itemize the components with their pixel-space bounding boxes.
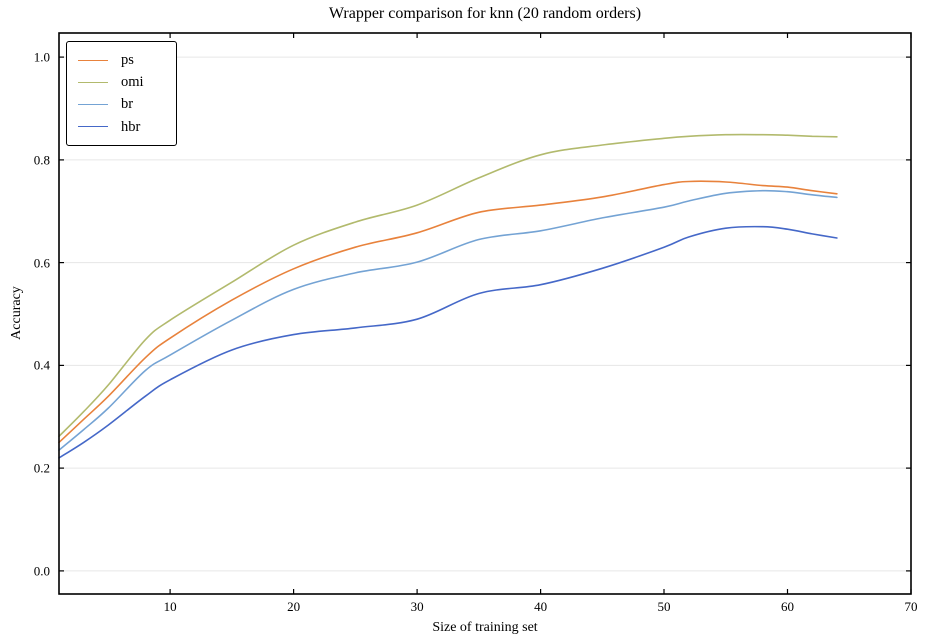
- series-line-hbr: [58, 225, 838, 459]
- x-tick-label: 60: [781, 599, 794, 614]
- series-line-ps: [58, 180, 838, 444]
- y-tick-label: 0.4: [33, 357, 50, 373]
- x-axis-label: Size of training set: [432, 620, 538, 635]
- x-tick-label: 10: [163, 599, 177, 614]
- y-tick-label: 1.0: [33, 49, 50, 65]
- series-line-br: [58, 189, 838, 451]
- plot-border: [58, 32, 912, 595]
- y-tick-label: 0.6: [33, 255, 50, 271]
- legend: ps omi br hbr: [66, 41, 177, 146]
- legend-label-hbr: hbr: [121, 118, 141, 135]
- legend-label-br: br: [121, 96, 134, 113]
- y-axis-label: Accuracy: [9, 286, 24, 340]
- legend-line-swatch-br: [78, 104, 108, 106]
- legend-item-ps: ps: [78, 50, 166, 70]
- legend-item-omi: omi: [78, 72, 166, 92]
- legend-line-swatch-omi: [78, 81, 108, 83]
- series-line-omi: [58, 133, 838, 438]
- y-tick-label: 0.2: [33, 460, 50, 476]
- legend-item-br: br: [78, 95, 166, 115]
- legend-line-swatch-hbr: [78, 126, 108, 128]
- x-tick-label: 40: [534, 599, 548, 614]
- x-tick-label: 20: [287, 599, 301, 614]
- x-tick-label: 30: [410, 599, 424, 614]
- y-tick-label: 0.8: [33, 152, 50, 168]
- chart-title: Wrapper comparison for knn (20 random or…: [328, 5, 642, 22]
- x-tick-label: 50: [657, 599, 671, 614]
- x-tick-label: 70: [904, 599, 918, 614]
- legend-line-swatch-ps: [78, 59, 108, 61]
- legend-label-omi: omi: [121, 74, 144, 91]
- legend-label-ps: ps: [121, 51, 134, 68]
- y-tick-label: 0.0: [33, 563, 50, 579]
- legend-item-hbr: hbr: [78, 117, 166, 137]
